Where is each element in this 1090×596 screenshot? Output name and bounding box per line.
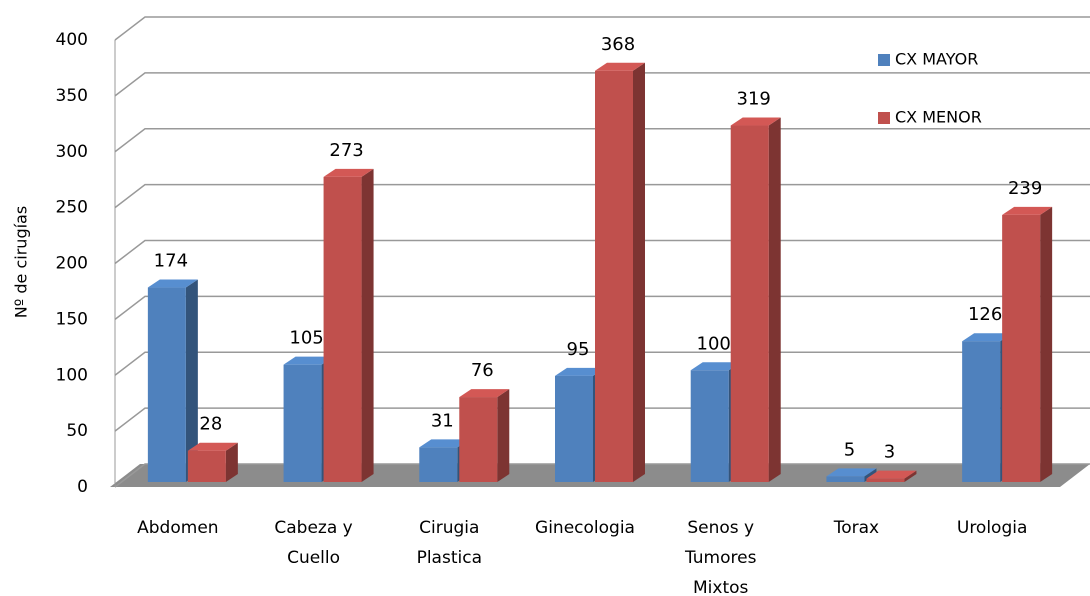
- bar: [730, 117, 781, 482]
- bar-top: [730, 117, 781, 126]
- bar-top: [962, 333, 1013, 342]
- bar-top: [595, 62, 645, 71]
- value-label: 5: [844, 439, 855, 460]
- x-tick-label: Cabeza y Cuello: [274, 518, 353, 568]
- x-tick-label: Urologia: [956, 518, 1028, 538]
- legend-swatch: [878, 112, 890, 124]
- legend-label: CX MENOR: [895, 108, 982, 127]
- bar-side: [185, 279, 198, 482]
- grid-line: [114, 16, 1090, 41]
- grid-line: [114, 72, 1090, 97]
- value-label: 105: [289, 328, 323, 349]
- bar-side: [633, 62, 645, 482]
- bar: [147, 279, 198, 482]
- bar-top: [147, 279, 198, 288]
- bar-top: [1002, 206, 1053, 215]
- bar-front: [595, 70, 633, 482]
- bar: [866, 470, 917, 482]
- bar-side: [768, 117, 781, 482]
- value-label: 319: [737, 89, 771, 110]
- value-label: 239: [1008, 178, 1042, 199]
- bar-top: [283, 356, 334, 365]
- value-label: 174: [154, 251, 188, 272]
- value-label: 28: [199, 414, 222, 435]
- bar-front: [419, 447, 458, 482]
- bar-front: [323, 176, 362, 483]
- y-tick-label: 300: [56, 142, 88, 162]
- bar-top: [555, 367, 605, 376]
- y-tick-label: 250: [56, 198, 88, 218]
- value-label: 100: [697, 333, 731, 354]
- y-tick-label: 100: [56, 365, 88, 385]
- bar: [595, 62, 645, 482]
- bar-top: [866, 470, 917, 479]
- value-label: 126: [968, 304, 1002, 325]
- bar-front: [147, 287, 186, 482]
- legend-label: CX MAYOR: [895, 50, 978, 69]
- bar-top: [690, 362, 741, 371]
- bar-side: [497, 389, 510, 482]
- y-tick-label: 0: [77, 477, 88, 497]
- bar-front: [187, 450, 226, 482]
- value-label: 368: [601, 34, 635, 55]
- bar-top: [187, 442, 238, 451]
- x-tick-label: Cirugia Plastica: [416, 518, 482, 568]
- bar-top: [323, 168, 374, 177]
- bar-front: [866, 478, 905, 482]
- bar-front: [826, 476, 865, 482]
- y-axis-label: Nº de cirugías: [12, 206, 31, 318]
- bar-front: [283, 364, 322, 482]
- bar: [187, 442, 238, 482]
- bar-top: [826, 468, 877, 477]
- bar-side: [1040, 206, 1053, 483]
- bar-front: [459, 397, 498, 482]
- value-label: 76: [471, 360, 494, 381]
- y-tick-label: 50: [66, 421, 88, 441]
- bar: [323, 168, 374, 483]
- value-label: 31: [431, 410, 454, 431]
- y-tick-label: 200: [56, 254, 88, 274]
- bar-front: [690, 370, 729, 482]
- bar-front: [730, 125, 769, 482]
- bar-top: [459, 389, 510, 398]
- y-tick-label: 350: [56, 86, 88, 106]
- value-label: 273: [329, 140, 363, 161]
- bar-side: [361, 168, 374, 483]
- x-tick-label: Torax: [833, 518, 880, 538]
- bar-front: [555, 375, 593, 482]
- bar-side: [904, 470, 917, 482]
- x-tick-label: Senos y Tumores Mixtos: [684, 518, 757, 596]
- bar-front: [1002, 214, 1041, 483]
- x-tick-label: Abdomen: [137, 518, 219, 538]
- y-tick-label: 400: [56, 30, 88, 50]
- bar-top: [419, 439, 470, 448]
- bar-front: [962, 341, 1001, 482]
- bar: [1002, 206, 1053, 483]
- legend-swatch: [878, 54, 890, 66]
- value-label: 3: [884, 442, 895, 463]
- x-tick-label: Ginecologia: [535, 518, 635, 538]
- value-label: 95: [567, 339, 590, 360]
- bar-side: [225, 442, 238, 482]
- bar: [459, 389, 510, 482]
- y-tick-label: 150: [56, 309, 88, 329]
